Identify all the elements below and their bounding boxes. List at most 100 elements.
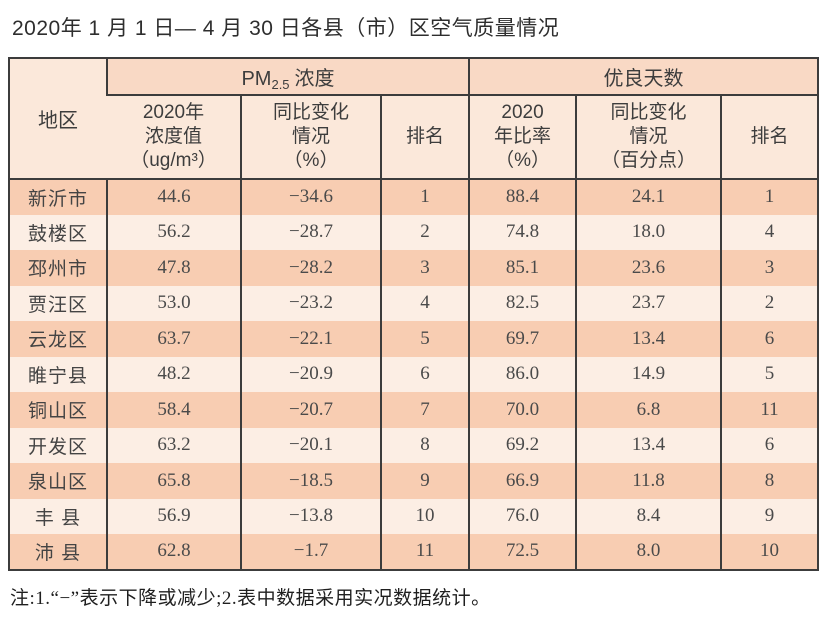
region-cell: 新沂市 bbox=[9, 179, 107, 215]
days-change-cell: 23.7 bbox=[575, 285, 722, 321]
pm-value-cell: 48.2 bbox=[106, 356, 241, 392]
table-row: 云龙区 63.7 −22.1 5 69.7 13.4 6 bbox=[9, 321, 819, 357]
days-change-cell: 13.4 bbox=[575, 321, 722, 357]
region-cell: 丰 县 bbox=[9, 498, 107, 534]
pm-change-cell: −1.7 bbox=[240, 534, 381, 570]
days-rank-cell: 4 bbox=[720, 214, 819, 250]
table-row: 睢宁县 48.2 −20.9 6 86.0 14.9 5 bbox=[9, 356, 819, 392]
pm-rank-cell: 6 bbox=[379, 356, 470, 392]
days-ratio-cell: 69.7 bbox=[468, 321, 577, 357]
days-ratio-cell: 76.0 bbox=[468, 498, 577, 534]
pm-value-cell: 58.4 bbox=[106, 392, 241, 428]
pm-value-cell: 62.8 bbox=[106, 534, 241, 570]
days-rank-cell: 5 bbox=[720, 356, 819, 392]
days-rank-cell: 1 bbox=[720, 179, 819, 215]
footnote: 注:1.“−”表示下降或减少;2.表中数据采用实况数据统计。 bbox=[10, 587, 491, 609]
pm-change-cell: −23.2 bbox=[240, 285, 381, 321]
pm-change-cell: −20.1 bbox=[240, 427, 381, 463]
col-header-pm-change: 同比变化 情况 （%） bbox=[240, 95, 381, 180]
pm-rank-cell: 2 bbox=[379, 214, 470, 250]
pm-change-cell: −20.9 bbox=[240, 356, 381, 392]
table-row: 泉山区 65.8 −18.5 9 66.9 11.8 8 bbox=[9, 463, 819, 499]
pm-rank-cell: 3 bbox=[379, 250, 470, 286]
pm-value-cell: 63.2 bbox=[106, 427, 241, 463]
days-rank-cell: 8 bbox=[720, 463, 819, 499]
col-header-days-ratio: 2020 年比率 （%） bbox=[468, 95, 577, 180]
col-header-pm-value: 2020年 浓度值 （ug/m³） bbox=[107, 95, 241, 180]
table-row: 沛 县 62.8 −1.7 11 72.5 8.0 10 bbox=[9, 534, 819, 570]
air-quality-table: 地区 PM2.5 浓度 优良天数 2020年 浓度值 （ug/m³） 同比变化 情… bbox=[8, 57, 820, 571]
days-ratio-cell: 82.5 bbox=[468, 285, 577, 321]
region-cell: 邳州市 bbox=[9, 250, 107, 286]
col-header-pm-rank: 排名 bbox=[379, 95, 470, 180]
pm-change-cell: −20.7 bbox=[240, 392, 381, 428]
table-row: 丰 县 56.9 −13.8 10 76.0 8.4 9 bbox=[9, 498, 819, 534]
days-change-cell: 13.4 bbox=[575, 427, 722, 463]
table-row: 贾汪区 53.0 −23.2 4 82.5 23.7 2 bbox=[9, 285, 819, 321]
days-change-cell: 6.8 bbox=[575, 392, 722, 428]
days-change-cell: 23.6 bbox=[575, 250, 722, 286]
days-ratio-cell: 69.2 bbox=[468, 427, 577, 463]
days-rank-cell: 2 bbox=[720, 285, 819, 321]
col-group-pm25: PM2.5 浓度 bbox=[105, 58, 470, 96]
table-row: 铜山区 58.4 −20.7 7 70.0 6.8 11 bbox=[9, 392, 819, 428]
header-sub-row: 2020年 浓度值 （ug/m³） 同比变化 情况 （%） 排名 2020 年比… bbox=[9, 95, 819, 180]
pm-value-cell: 56.9 bbox=[106, 498, 241, 534]
days-change-cell: 14.9 bbox=[575, 356, 722, 392]
pm-change-cell: −34.6 bbox=[240, 179, 381, 215]
pm-rank-cell: 11 bbox=[379, 534, 470, 570]
pm-change-cell: −22.1 bbox=[240, 321, 381, 357]
table-row: 邳州市 47.8 −28.2 3 85.1 23.6 3 bbox=[9, 250, 819, 286]
region-cell: 睢宁县 bbox=[9, 356, 107, 392]
pm-rank-cell: 4 bbox=[379, 285, 470, 321]
pm-rank-cell: 7 bbox=[379, 392, 470, 428]
region-cell: 贾汪区 bbox=[9, 285, 107, 321]
pm-rank-cell: 1 bbox=[379, 179, 470, 215]
col-header-days-change: 同比变化 情况 （百分点） bbox=[575, 95, 722, 180]
pm-rank-cell: 10 bbox=[379, 498, 470, 534]
table-row: 新沂市 44.6 −34.6 1 88.4 24.1 1 bbox=[9, 179, 819, 215]
days-ratio-cell: 88.4 bbox=[468, 179, 577, 215]
pm-value-cell: 47.8 bbox=[106, 250, 241, 286]
days-rank-cell: 3 bbox=[720, 250, 819, 286]
col-group-good-days: 优良天数 bbox=[468, 58, 819, 96]
days-ratio-cell: 70.0 bbox=[468, 392, 577, 428]
pm-change-cell: −28.2 bbox=[240, 250, 381, 286]
pm-rank-cell: 8 bbox=[379, 427, 470, 463]
days-change-cell: 8.0 bbox=[575, 534, 722, 570]
col-header-region: 地区 bbox=[9, 58, 107, 180]
pm-rank-cell: 9 bbox=[379, 463, 470, 499]
pm-change-cell: −13.8 bbox=[240, 498, 381, 534]
pm-change-cell: −28.7 bbox=[240, 214, 381, 250]
pm25-label-suffix: 浓度 bbox=[294, 67, 335, 90]
pm-value-cell: 63.7 bbox=[106, 321, 241, 357]
pm-value-cell: 56.2 bbox=[106, 214, 241, 250]
days-ratio-cell: 86.0 bbox=[468, 356, 577, 392]
table-row: 开发区 63.2 −20.1 8 69.2 13.4 6 bbox=[9, 427, 819, 463]
days-rank-cell: 11 bbox=[720, 392, 819, 428]
table-row: 鼓楼区 56.2 −28.7 2 74.8 18.0 4 bbox=[9, 214, 819, 250]
region-cell: 开发区 bbox=[9, 427, 107, 463]
days-ratio-cell: 72.5 bbox=[468, 534, 577, 570]
pm-value-cell: 65.8 bbox=[106, 463, 241, 499]
days-rank-cell: 9 bbox=[720, 498, 819, 534]
col-header-days-rank: 排名 bbox=[720, 95, 819, 180]
pm-change-cell: −18.5 bbox=[240, 463, 381, 499]
pm-value-cell: 44.6 bbox=[106, 179, 241, 215]
days-change-cell: 11.8 bbox=[575, 463, 722, 499]
region-cell: 铜山区 bbox=[9, 392, 107, 428]
header-group-row: 地区 PM2.5 浓度 优良天数 bbox=[9, 58, 819, 180]
page-title: 2020年 1 月 1 日— 4 月 30 日各县（市）区空气质量情况 bbox=[12, 17, 560, 40]
pm-value-cell: 53.0 bbox=[106, 285, 241, 321]
pm25-label-prefix: PM bbox=[241, 67, 272, 90]
days-change-cell: 8.4 bbox=[575, 498, 722, 534]
days-ratio-cell: 66.9 bbox=[468, 463, 577, 499]
region-cell: 泉山区 bbox=[9, 463, 107, 499]
days-rank-cell: 6 bbox=[720, 321, 819, 357]
days-ratio-cell: 74.8 bbox=[468, 214, 577, 250]
days-change-cell: 18.0 bbox=[575, 214, 722, 250]
days-change-cell: 24.1 bbox=[575, 179, 722, 215]
days-rank-cell: 10 bbox=[720, 534, 819, 570]
days-rank-cell: 6 bbox=[720, 427, 819, 463]
